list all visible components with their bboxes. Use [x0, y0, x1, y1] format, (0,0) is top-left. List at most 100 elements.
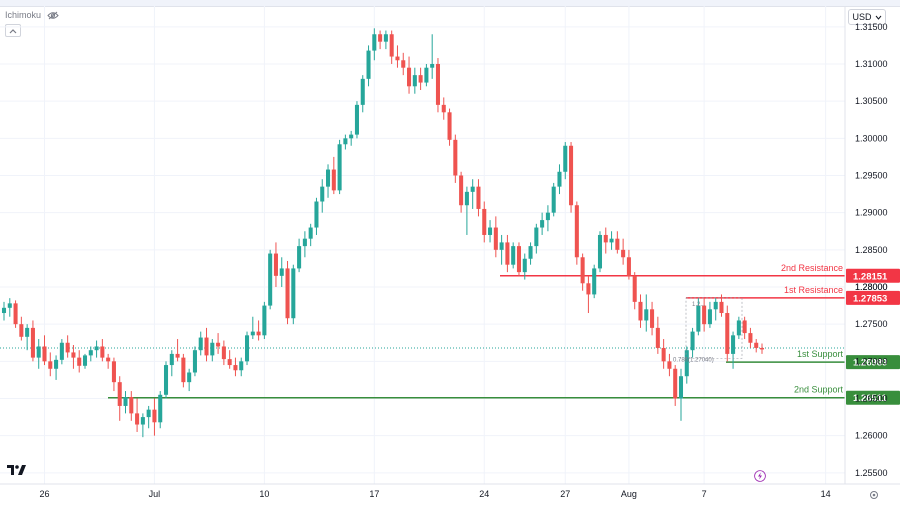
candle-body: [354, 104, 359, 135]
candle-body: [655, 327, 660, 348]
candle-body: [395, 56, 400, 61]
candle-body: [389, 34, 394, 57]
candle-body: [169, 353, 174, 366]
annotations: 0.786(1.27040) 1.2...: [673, 297, 743, 363]
candle-body: [244, 335, 250, 362]
candle-body: [563, 145, 568, 172]
candle-body: [407, 67, 412, 87]
candle-body: [221, 346, 226, 360]
y-tick-label: 1.31000: [855, 59, 888, 69]
candle-body: [337, 144, 342, 191]
candle-body: [742, 320, 747, 334]
candle-body: [551, 186, 556, 213]
candle-body: [48, 361, 53, 369]
indicator-legend[interactable]: Ichimoku: [5, 10, 59, 20]
candle-body: [273, 253, 278, 276]
candle-body: [192, 350, 197, 373]
gear-icon[interactable]: [869, 490, 879, 500]
x-tick-label: 26: [39, 489, 49, 499]
candle-body: [111, 361, 116, 383]
candle-body: [644, 309, 649, 321]
level-name: 1st Resistance: [784, 285, 843, 295]
candle-body: [401, 60, 406, 68]
candle-body: [447, 112, 452, 140]
y-tick-label: 1.25500: [855, 468, 888, 478]
candle-body: [459, 175, 464, 206]
x-tick-label: 17: [369, 489, 379, 499]
candle-body: [615, 238, 620, 250]
candle-body: [360, 78, 365, 105]
candle-body: [412, 75, 417, 87]
candle-body: [702, 305, 707, 325]
x-tick-label: 10: [259, 489, 269, 499]
candle-body: [378, 34, 383, 42]
candle-body: [285, 268, 290, 319]
candle-body: [574, 205, 579, 258]
candle-body: [25, 327, 30, 337]
y-tick-label: 1.26000: [855, 431, 888, 441]
candle-body: [719, 301, 724, 314]
tradingview-logo-icon[interactable]: [7, 463, 27, 477]
candle-body: [488, 227, 493, 235]
candle-body: [528, 246, 533, 259]
y-tick-label: 1.27000: [855, 356, 888, 366]
candle-body: [30, 327, 35, 358]
candle-body: [291, 268, 296, 319]
candle-body: [586, 283, 591, 295]
currency-selector[interactable]: USD: [848, 9, 886, 25]
candle-body: [163, 365, 169, 395]
candle-body: [88, 350, 93, 356]
candle-body: [372, 34, 377, 51]
lightning-icon[interactable]: [754, 470, 766, 482]
y-tick-label-partial: 1.28000: [855, 282, 888, 292]
y-tick-label: 1.27500: [855, 319, 888, 329]
candle-body: [540, 220, 545, 228]
candle-body: [181, 357, 186, 383]
candle-body: [349, 134, 354, 139]
candle-body: [736, 320, 741, 336]
candle-body: [158, 394, 163, 423]
price-axis: 1.31500 1.31000 1.30500 1.30000 1.29500 1.290…: [844, 6, 888, 484]
candle-body: [580, 257, 585, 284]
candle-body: [690, 331, 695, 351]
candle-body: [592, 268, 597, 295]
candle-body: [569, 145, 574, 206]
level-name: 2nd Support: [794, 385, 844, 395]
candle-body: [673, 368, 678, 399]
candle-body: [482, 208, 487, 235]
level-price-tag: [846, 268, 900, 283]
candle-body: [661, 347, 666, 362]
x-tick-label: 14: [821, 489, 831, 499]
candle-body: [464, 191, 469, 206]
candle-body: [146, 409, 151, 418]
candle-body: [227, 359, 232, 366]
candle-body: [505, 242, 510, 265]
candle-body: [19, 324, 24, 337]
candle-body: [725, 313, 730, 354]
x-tick-label: 27: [560, 489, 570, 499]
candle-body: [430, 63, 435, 68]
chart-grid: [0, 6, 845, 484]
candle-body: [597, 234, 603, 269]
candle-body: [54, 359, 59, 369]
eye-icon[interactable]: [47, 11, 59, 20]
candle-body: [418, 75, 423, 83]
candle-body: [129, 397, 134, 414]
candle-body: [239, 361, 244, 371]
level-price-label: 1.26511: [853, 393, 888, 404]
candle-body: [511, 246, 516, 265]
level-price-tag: [846, 355, 900, 370]
fib-label: 0.786(1.27040): [673, 357, 714, 363]
level-price-tag: [846, 290, 900, 305]
candle-body: [297, 246, 302, 269]
candle-body: [470, 186, 475, 192]
candle-body: [216, 342, 221, 347]
fib-box: [685, 297, 743, 359]
candle-body: [82, 355, 88, 366]
candle-body: [187, 372, 192, 383]
y-tick-label: 1.26500: [855, 394, 888, 404]
candle-body: [250, 331, 255, 336]
candle-body: [632, 275, 637, 302]
candle-body: [707, 309, 712, 325]
